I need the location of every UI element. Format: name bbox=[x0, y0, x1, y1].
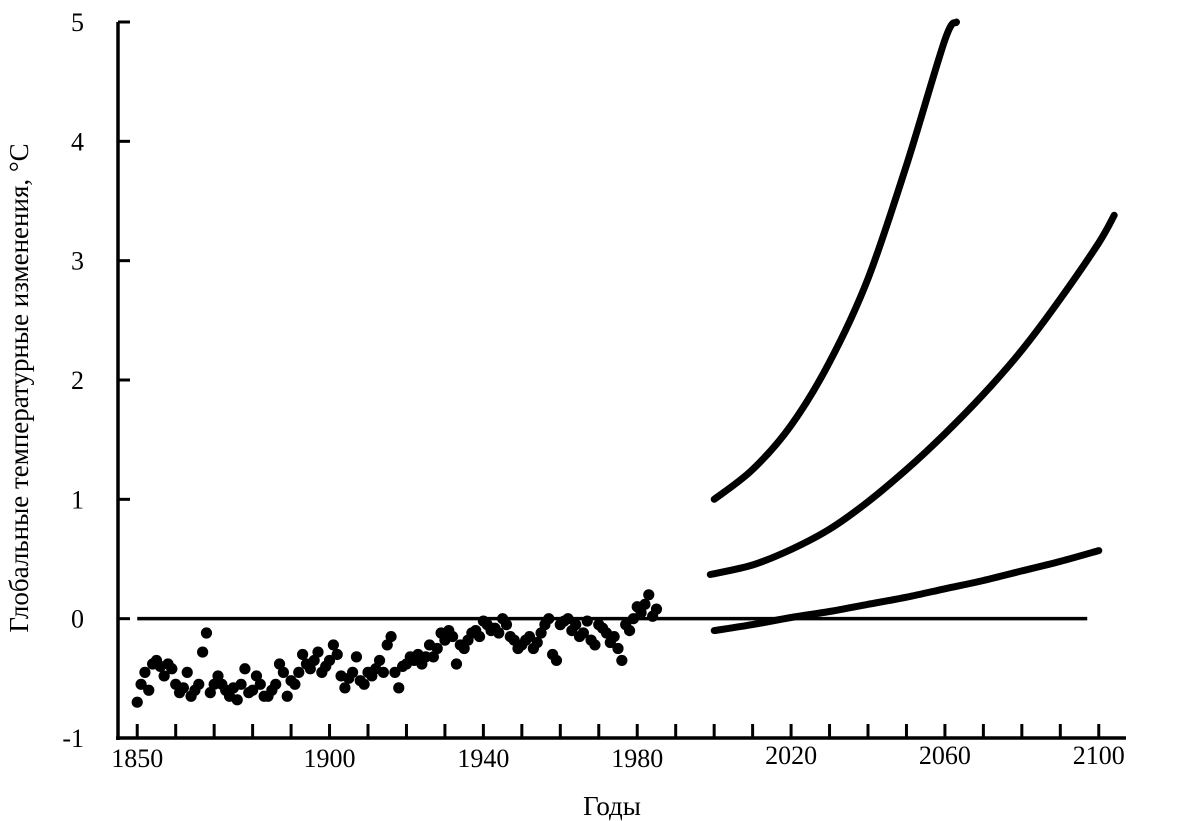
observation-point bbox=[543, 613, 555, 625]
observation-point bbox=[531, 636, 543, 649]
observation-point bbox=[247, 684, 259, 696]
observation-point bbox=[297, 648, 309, 661]
observation-point bbox=[581, 615, 593, 627]
observation-point bbox=[277, 666, 289, 678]
observation-point bbox=[273, 658, 286, 670]
observation-point bbox=[381, 639, 393, 651]
observation-point bbox=[562, 613, 574, 625]
observation-point bbox=[523, 630, 536, 643]
observation-point bbox=[627, 613, 639, 625]
observation-point bbox=[589, 639, 601, 651]
observation-point bbox=[331, 648, 343, 661]
observation-point bbox=[389, 666, 401, 678]
y-tick-label: 5 bbox=[71, 8, 84, 37]
observation-point bbox=[197, 646, 209, 658]
observation-point bbox=[639, 598, 651, 610]
observation-point bbox=[177, 682, 189, 694]
plot-marks bbox=[131, 18, 1118, 708]
observation-point bbox=[254, 678, 266, 690]
observation-point bbox=[308, 654, 320, 667]
observation-point bbox=[358, 678, 370, 690]
observation-point bbox=[158, 670, 170, 682]
observation-point bbox=[458, 642, 470, 655]
observation-point bbox=[250, 670, 263, 682]
observation-point bbox=[427, 651, 439, 663]
observation-point bbox=[608, 630, 620, 643]
observation-point bbox=[650, 603, 663, 615]
projection-curve-1 bbox=[710, 18, 960, 503]
observation-point bbox=[131, 696, 143, 708]
y-tick-label: 4 bbox=[71, 127, 84, 156]
observation-point bbox=[143, 684, 155, 696]
observation-point bbox=[447, 630, 459, 643]
observation-point bbox=[623, 625, 636, 637]
observation-point bbox=[323, 654, 336, 667]
observation-point bbox=[193, 678, 205, 690]
observation-point bbox=[239, 663, 251, 675]
observation-point bbox=[166, 663, 178, 675]
observation-point bbox=[235, 678, 247, 690]
observation-point bbox=[612, 642, 624, 655]
observation-point bbox=[327, 639, 339, 651]
observation-point bbox=[643, 589, 655, 601]
y-tick-label: -1 bbox=[62, 724, 84, 753]
axes bbox=[116, 20, 1126, 740]
observation-point bbox=[377, 666, 389, 678]
observation-point bbox=[347, 666, 359, 678]
projection-curve-2 bbox=[706, 211, 1118, 578]
observation-point bbox=[212, 670, 224, 682]
observation-point bbox=[373, 654, 386, 667]
y-tick-label: 3 bbox=[71, 247, 84, 276]
y-axis-title: Глобальные температурные изменения, °С bbox=[4, 143, 34, 632]
observation-point bbox=[289, 678, 301, 690]
observation-point bbox=[293, 666, 305, 678]
observation-point bbox=[200, 627, 213, 639]
x-tick-labels: 1850 1900 1940 1980 2020 2060 2100 bbox=[111, 741, 1125, 773]
observation-point bbox=[393, 682, 405, 694]
observation-point bbox=[350, 651, 363, 663]
observation-point bbox=[312, 646, 324, 658]
observation-point bbox=[139, 666, 151, 678]
observation-point bbox=[535, 627, 547, 639]
observation-point bbox=[204, 687, 216, 699]
observation-point bbox=[135, 678, 147, 690]
x-tick-label: 1940 bbox=[457, 744, 509, 773]
observation-point bbox=[231, 694, 243, 706]
x-tick-label: 2020 bbox=[765, 741, 817, 770]
observation-point bbox=[385, 630, 397, 643]
y-tick-labels: -1 0 1 2 3 4 5 bbox=[62, 8, 84, 753]
observation-point bbox=[208, 678, 220, 690]
observation-point bbox=[281, 690, 293, 702]
observation-point bbox=[493, 627, 505, 639]
x-tick-label: 1980 bbox=[611, 744, 663, 773]
observation-point bbox=[450, 658, 463, 670]
observation-point bbox=[339, 682, 351, 694]
observation-point bbox=[635, 607, 647, 619]
y-tick-label: 0 bbox=[71, 605, 84, 634]
observation-point bbox=[304, 663, 316, 675]
y-tick-label: 2 bbox=[71, 366, 84, 395]
observation-point bbox=[570, 619, 582, 631]
observation-point bbox=[500, 619, 513, 631]
observation-point bbox=[473, 630, 486, 643]
x-tick-label: 1900 bbox=[304, 744, 356, 773]
observation-point bbox=[550, 654, 563, 667]
observation-point bbox=[431, 642, 443, 655]
x-tick-label: 2100 bbox=[1073, 741, 1125, 770]
x-tick-label: 2060 bbox=[919, 741, 971, 770]
observation-point bbox=[420, 651, 432, 663]
x-tick-label: 1850 bbox=[111, 744, 163, 773]
x-axis-title: Годы bbox=[583, 791, 641, 821]
projection-curve-3 bbox=[710, 547, 1103, 635]
y-tick-label: 1 bbox=[71, 485, 84, 514]
observation-point bbox=[270, 678, 282, 690]
observation-point bbox=[577, 627, 589, 639]
observation-point bbox=[181, 666, 193, 678]
observation-point bbox=[616, 654, 628, 667]
